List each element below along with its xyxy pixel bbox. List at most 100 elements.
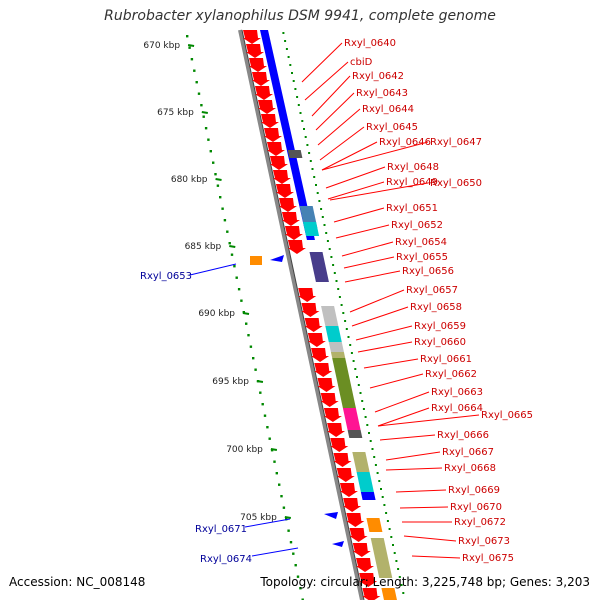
outer-ring-dot xyxy=(366,424,369,426)
leader-line xyxy=(411,555,461,559)
forward-cds-arrow xyxy=(278,198,297,212)
leader-line xyxy=(251,547,299,557)
outer-ring-dot xyxy=(335,280,338,282)
outer-ring-dot xyxy=(368,432,370,434)
outer-ring-dot xyxy=(376,472,379,474)
leader-line xyxy=(377,407,430,427)
scale-dot xyxy=(301,598,304,600)
forward-cds-arrow xyxy=(272,170,291,184)
outer-ring-dot xyxy=(292,80,295,82)
cog-block xyxy=(303,222,320,236)
scale-dot xyxy=(212,161,215,164)
cog-block xyxy=(330,352,346,358)
leader-line xyxy=(399,506,449,509)
forward-cds-arrow xyxy=(323,408,342,422)
scale-label: 685 kbp xyxy=(185,242,222,252)
cog-block xyxy=(309,252,326,268)
cog-block xyxy=(312,268,329,282)
scale-dot xyxy=(259,391,262,394)
forward-cds-arrow xyxy=(304,318,323,332)
outer-ring-dot xyxy=(374,464,377,466)
gene-label: Rxyl_0659 xyxy=(414,321,466,332)
scale-dot xyxy=(204,127,208,130)
forward-cds-arrow xyxy=(248,58,267,72)
scale-dot xyxy=(186,35,189,38)
forward-cds-arrow xyxy=(336,468,355,482)
leader-line xyxy=(395,489,447,493)
scale-label: 670 kbp xyxy=(143,41,180,51)
outer-ring-dot xyxy=(340,304,343,306)
scale-dot xyxy=(289,541,293,544)
scale-dot xyxy=(202,115,205,118)
gene-label: Rxyl_0672 xyxy=(454,517,506,528)
outer-ring-dot xyxy=(380,488,382,490)
outer-ring-dot xyxy=(361,400,364,402)
leader-line xyxy=(343,256,395,269)
forward-cds-arrow xyxy=(333,453,352,467)
outer-ring-dot xyxy=(344,320,347,322)
leader-line xyxy=(319,126,365,161)
gene-label: Rxyl_0649 xyxy=(386,177,438,188)
gene-label: Rxyl_0650 xyxy=(430,178,482,189)
outer-ring-dot xyxy=(364,416,367,418)
forward-cds-arrow xyxy=(275,184,294,198)
scale-label: 695 kbp xyxy=(212,377,249,387)
leader-line xyxy=(329,182,429,201)
outer-ring-dot xyxy=(311,168,314,170)
outer-ring-dot xyxy=(388,528,391,530)
forward-cds-arrow xyxy=(355,558,374,572)
leader-line xyxy=(355,325,413,341)
scale-dot xyxy=(190,58,194,61)
cog-block xyxy=(356,472,374,492)
leader-line xyxy=(321,141,378,171)
outer-ring-dot xyxy=(282,32,285,34)
accession-text: Accession: NC_008148 xyxy=(9,575,146,589)
cog-block xyxy=(366,518,383,532)
scale-tick xyxy=(187,44,195,47)
gene-label: Rxyl_0645 xyxy=(366,122,418,133)
cog-block xyxy=(250,256,262,265)
forward-cds-arrow xyxy=(298,288,317,302)
leader-line xyxy=(377,414,480,427)
outer-ring-dot xyxy=(402,592,405,594)
outer-ring-dot xyxy=(350,352,353,354)
leader-line xyxy=(327,181,385,200)
gene-label: cbiD xyxy=(350,57,373,68)
scale-dot xyxy=(280,495,283,498)
outer-ring-dot xyxy=(320,208,323,210)
gene-label: Rxyl_0667 xyxy=(442,447,494,458)
outer-ring-dot xyxy=(303,128,305,130)
outer-ring-dot xyxy=(326,240,329,242)
leader-line xyxy=(385,451,441,461)
gene-label: Rxyl_0661 xyxy=(420,354,472,365)
outer-ring-dot xyxy=(291,72,293,74)
forward-cds-arrow xyxy=(281,212,300,226)
outer-ring-dot xyxy=(395,560,398,562)
gene-label: Rxyl_0674 xyxy=(200,554,252,565)
forward-cds-arrow xyxy=(254,86,273,100)
scale-dot xyxy=(228,242,231,245)
scale-dot xyxy=(207,138,210,141)
scale-dot xyxy=(282,506,286,509)
cog-block xyxy=(342,408,361,430)
outer-ring-dot xyxy=(352,360,355,362)
forward-cds-arrow xyxy=(307,333,326,347)
leader-line xyxy=(379,434,436,441)
gene-label: Rxyl_0669 xyxy=(448,485,500,496)
scale-label: 675 kbp xyxy=(157,108,194,118)
outer-ring-dot xyxy=(306,144,309,146)
outer-ring-dot xyxy=(294,88,297,90)
outer-ring-dot xyxy=(323,224,326,226)
leader-line xyxy=(189,263,237,276)
scale-dot xyxy=(252,357,255,360)
gene-label: Rxyl_0644 xyxy=(362,104,414,115)
forward-cds-arrow xyxy=(311,348,330,362)
leader-line xyxy=(369,373,424,389)
outer-ring-dot xyxy=(397,568,400,570)
forward-cds-arrow xyxy=(284,226,303,240)
scale-dot xyxy=(214,173,217,176)
reverse-cds-arrow xyxy=(270,255,284,262)
outer-ring-dot xyxy=(345,328,348,330)
leader-line xyxy=(349,289,405,313)
scale-dot xyxy=(237,288,241,291)
